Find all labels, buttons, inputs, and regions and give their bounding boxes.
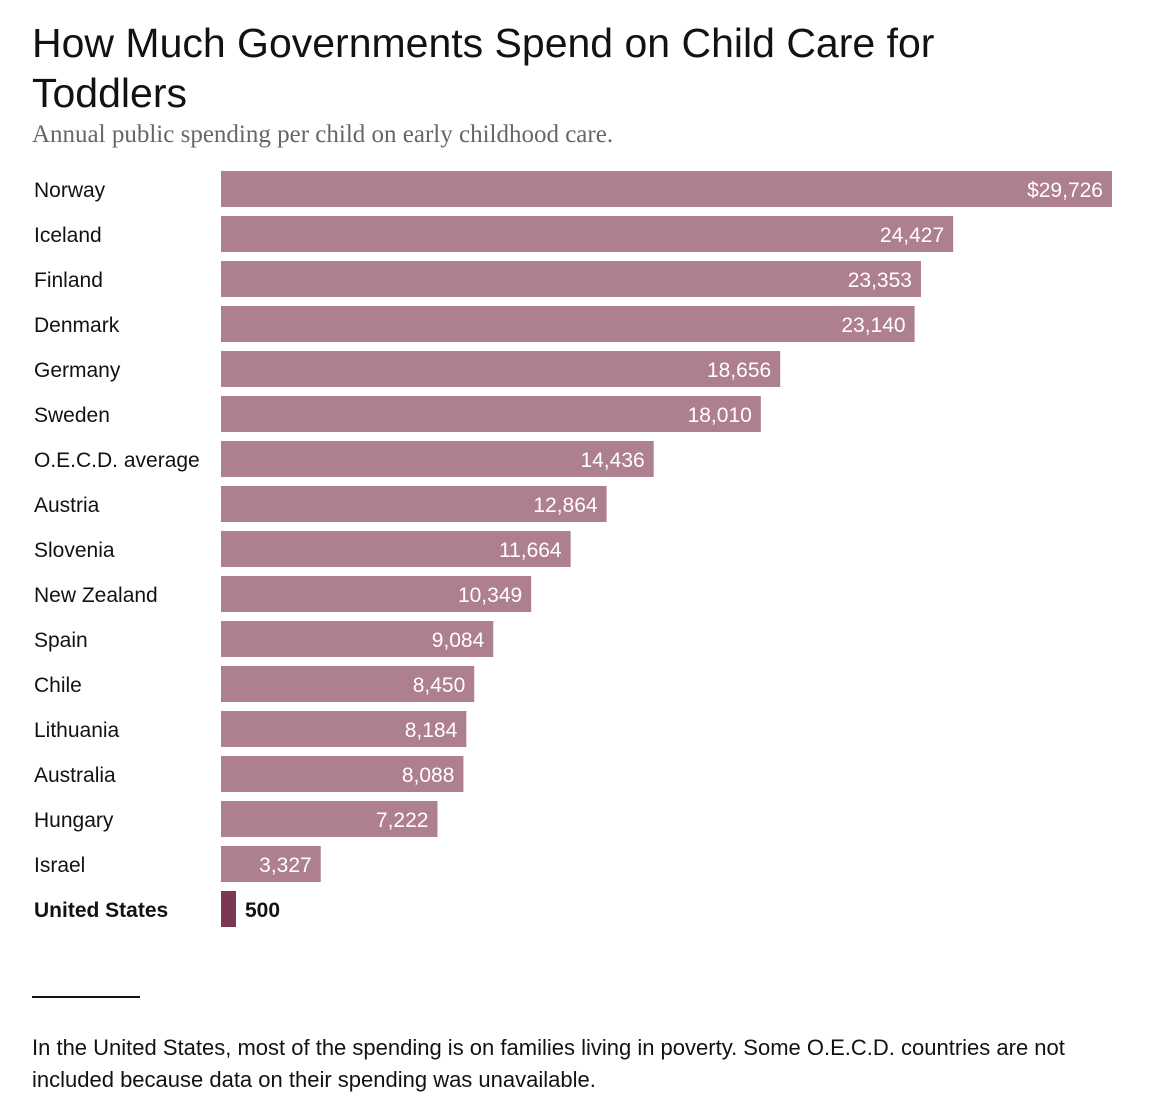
footnote: In the United States, most of the spendi… [32, 1035, 1065, 1092]
bar-row: Lithuania 8,184 [34, 711, 467, 747]
category-label: Austria [34, 494, 100, 517]
value-label: 18,010 [688, 404, 752, 427]
category-label: Israel [34, 854, 85, 877]
bar [221, 351, 781, 387]
value-label: 8,184 [405, 719, 458, 742]
bar [221, 801, 438, 837]
bar-row: Germany 18,656 [34, 351, 781, 387]
bar-row: O.E.C.D. average 14,436 [34, 441, 654, 477]
value-label: 9,084 [432, 629, 485, 652]
category-label: Iceland [34, 224, 102, 247]
category-label: Norway [34, 179, 106, 202]
value-label: 3,327 [259, 854, 312, 877]
bar [221, 396, 761, 432]
category-label: Spain [34, 629, 88, 652]
category-label: New Zealand [34, 584, 158, 607]
category-label: Hungary [34, 809, 114, 832]
bar-row: Sweden 18,010 [34, 396, 761, 432]
bar-row: Denmark 23,140 [34, 306, 915, 342]
bar [221, 531, 571, 567]
value-label: 11,664 [499, 539, 562, 562]
bar [221, 711, 467, 747]
category-label: Lithuania [34, 719, 120, 742]
bar [221, 486, 607, 522]
footnote-divider [32, 996, 140, 998]
bar-row: Israel 3,327 [34, 846, 321, 882]
bar [221, 261, 921, 297]
value-label: 18,656 [707, 359, 771, 382]
bar-row: Chile 8,450 [34, 666, 475, 702]
bar [221, 306, 915, 342]
bar [221, 576, 532, 612]
bar-row: Norway $29,726 [34, 171, 1112, 207]
value-label: 23,353 [848, 269, 912, 292]
bar [221, 846, 321, 882]
value-label: $29,726 [1027, 179, 1103, 202]
bar [221, 441, 654, 477]
value-label: 12,864 [533, 494, 598, 517]
bar [221, 756, 464, 792]
bar-row: Slovenia 11,664 [34, 531, 571, 567]
bar-row: Spain 9,084 [34, 621, 494, 657]
bar-row: New Zealand 10,349 [34, 576, 532, 612]
value-label: 24,427 [880, 224, 944, 247]
bar-row: Finland 23,353 [34, 261, 921, 297]
bar-row: United States 500 [34, 891, 280, 927]
bar-row: Hungary 7,222 [34, 801, 438, 837]
value-label: 10,349 [458, 584, 522, 607]
bar [221, 216, 954, 252]
category-label: Australia [34, 764, 116, 787]
category-label: Germany [34, 359, 121, 382]
category-label: United States [34, 899, 168, 922]
bar [221, 666, 475, 702]
category-label: Slovenia [34, 539, 115, 562]
category-label: O.E.C.D. average [34, 449, 200, 472]
chart-subtitle: Annual public spending per child on earl… [32, 121, 614, 148]
category-label: Finland [34, 269, 103, 292]
bar-highlight [221, 891, 236, 927]
value-label: 8,088 [402, 764, 455, 787]
bar-row: Austria 12,864 [34, 486, 607, 522]
category-label: Sweden [34, 404, 110, 427]
category-label: Chile [34, 674, 82, 697]
bar-chart: Norway $29,726 Iceland 24,427 Finland 23,353 D… [34, 171, 1112, 927]
bar-row: Australia 8,088 [34, 756, 464, 792]
value-label: 23,140 [841, 314, 905, 337]
value-label: 500 [245, 899, 280, 922]
category-label: Denmark [34, 314, 120, 337]
bar [221, 621, 494, 657]
value-label: 8,450 [413, 674, 466, 697]
chart-title: How Much Governments Spend on Child Care… [32, 20, 935, 116]
bar [221, 171, 1112, 207]
value-label: 14,436 [580, 449, 644, 472]
value-label: 7,222 [376, 809, 429, 832]
bar-row: Iceland 24,427 [34, 216, 954, 252]
